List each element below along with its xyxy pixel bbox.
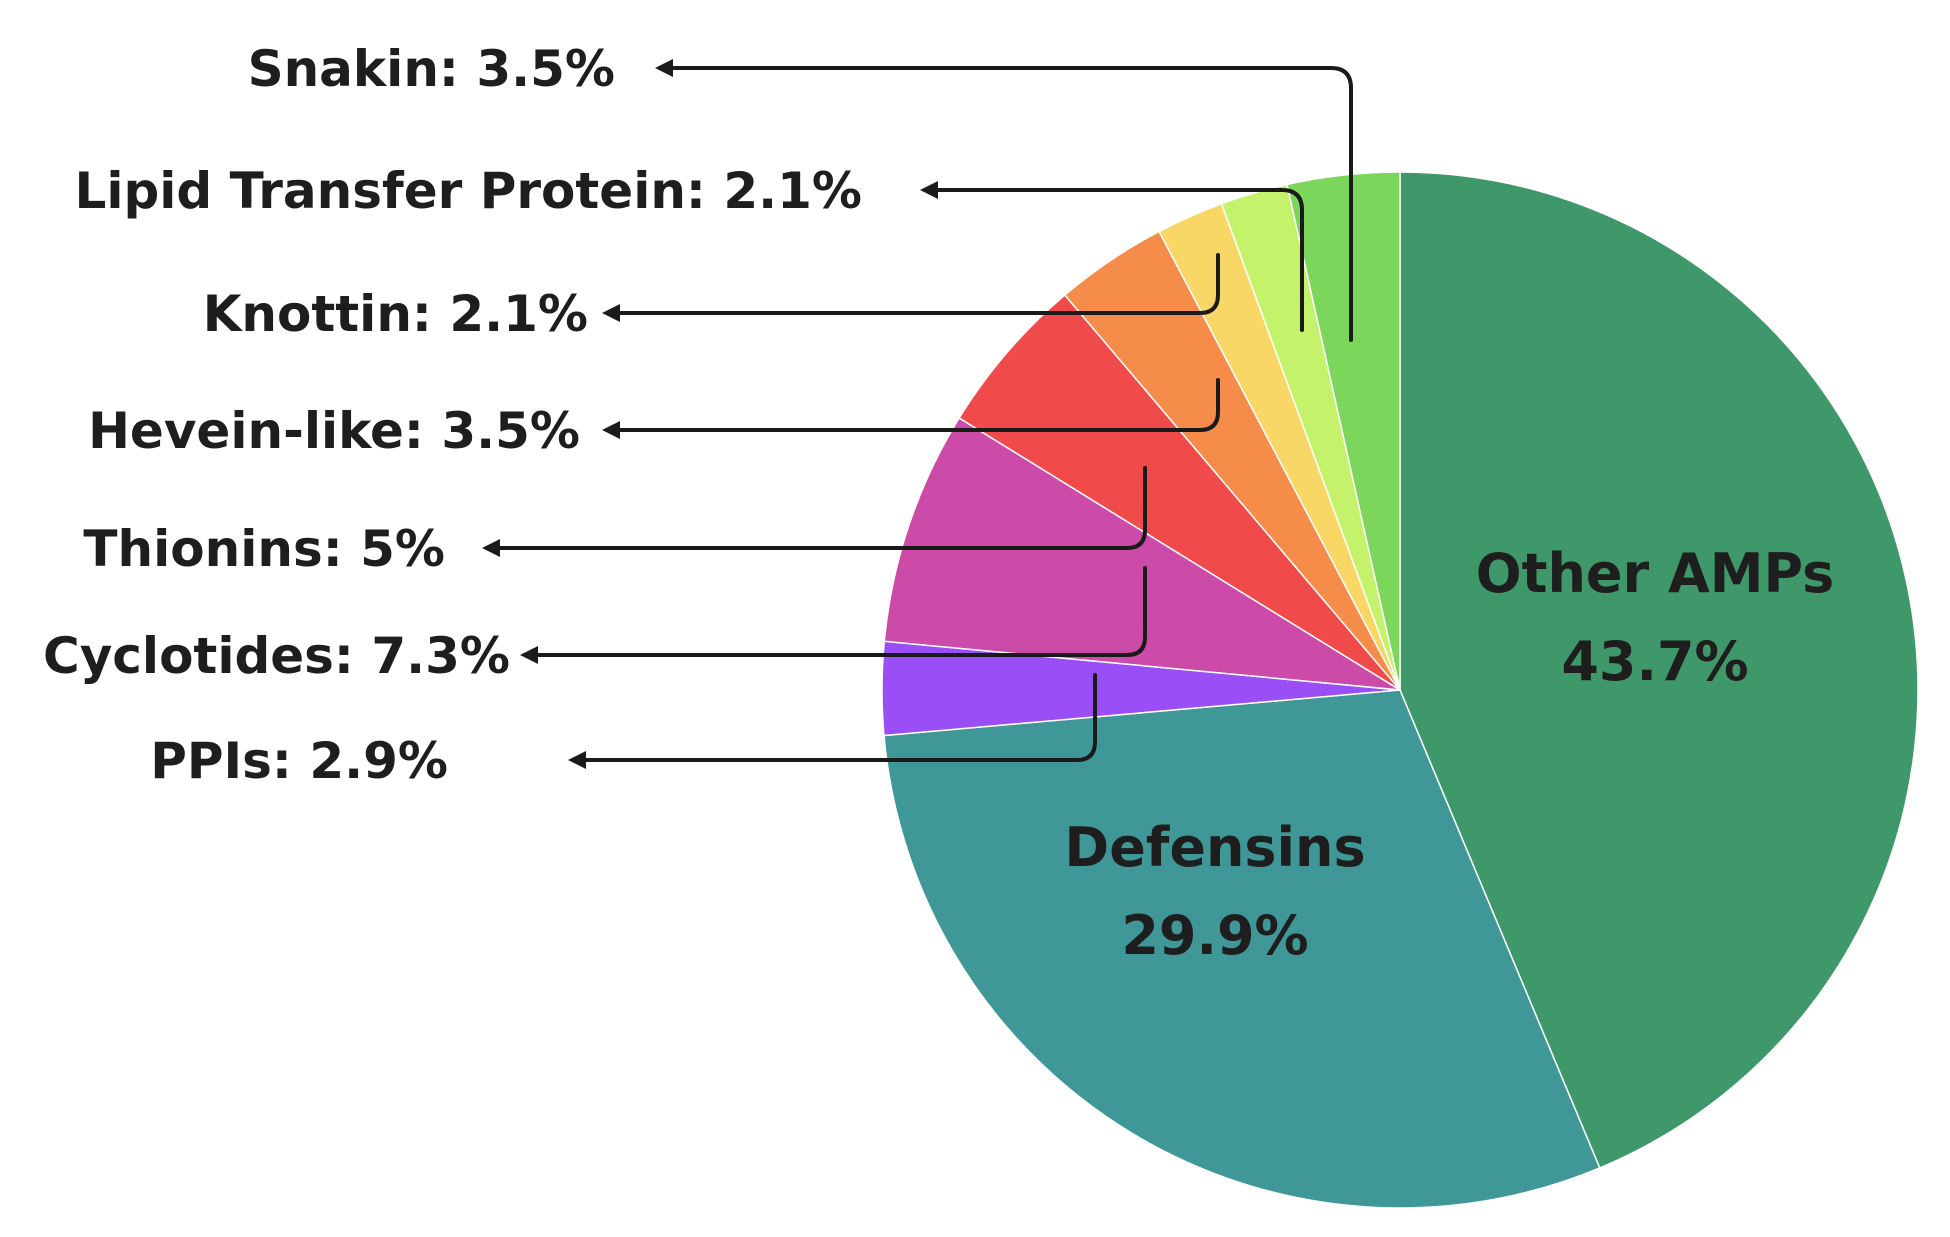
callout-arrow-snakin [655,59,673,77]
callout-arrow-knottin [602,304,620,322]
callout-line-lipid-transfer-protein [932,188,1304,332]
callout-line-thionins [494,466,1147,550]
callout-label-snakin: Snakin: 3.5% [248,40,615,98]
data-label-defensins-value: 29.9% [1121,904,1308,967]
callout-label-lipid-transfer-protein: Lipid Transfer Protein: 2.1% [75,162,863,220]
inside-labels: Other AMPs 43.7% Defensins 29.9% [1064,542,1834,967]
callout-line-cyclotides [532,566,1147,657]
callout-arrow-cyclotides [520,646,538,664]
pie-slice-snakin [1286,171,1401,691]
pie-slices [881,171,1919,1209]
callout-arrow-hevein-like [602,421,620,439]
callout-arrow-thionins [482,539,500,557]
callout-arrow-lipid-transfer-protein [920,181,938,199]
pie-slice-other-amps [1399,171,1919,1169]
data-label-other-amps-value: 43.7% [1561,630,1748,693]
callout-label-cyclotides: Cyclotides: 7.3% [43,627,510,685]
callout-leaders [482,59,1353,769]
data-label-other-amps-name: Other AMPs [1476,542,1835,605]
callout-labels: PPIs: 2.9% Cyclotides: 7.3% Thionins: 5% He… [43,40,862,790]
pie-slice-thionins [958,293,1401,691]
callout-line-ppis [580,673,1097,762]
callout-label-knottin: Knottin: 2.1% [203,285,588,343]
callout-label-thionins: Thionins: 5% [83,520,445,578]
pie-slice-defensins [883,689,1601,1209]
callout-label-ppis: PPIs: 2.9% [150,732,448,790]
callout-arrow-ppis [568,751,586,769]
callout-line-hevein-like [614,378,1220,432]
callout-line-snakin [667,66,1353,342]
callout-line-knottin [614,253,1220,315]
callout-label-hevein-like: Hevein-like: 3.5% [88,402,580,460]
data-label-defensins-name: Defensins [1064,816,1365,879]
